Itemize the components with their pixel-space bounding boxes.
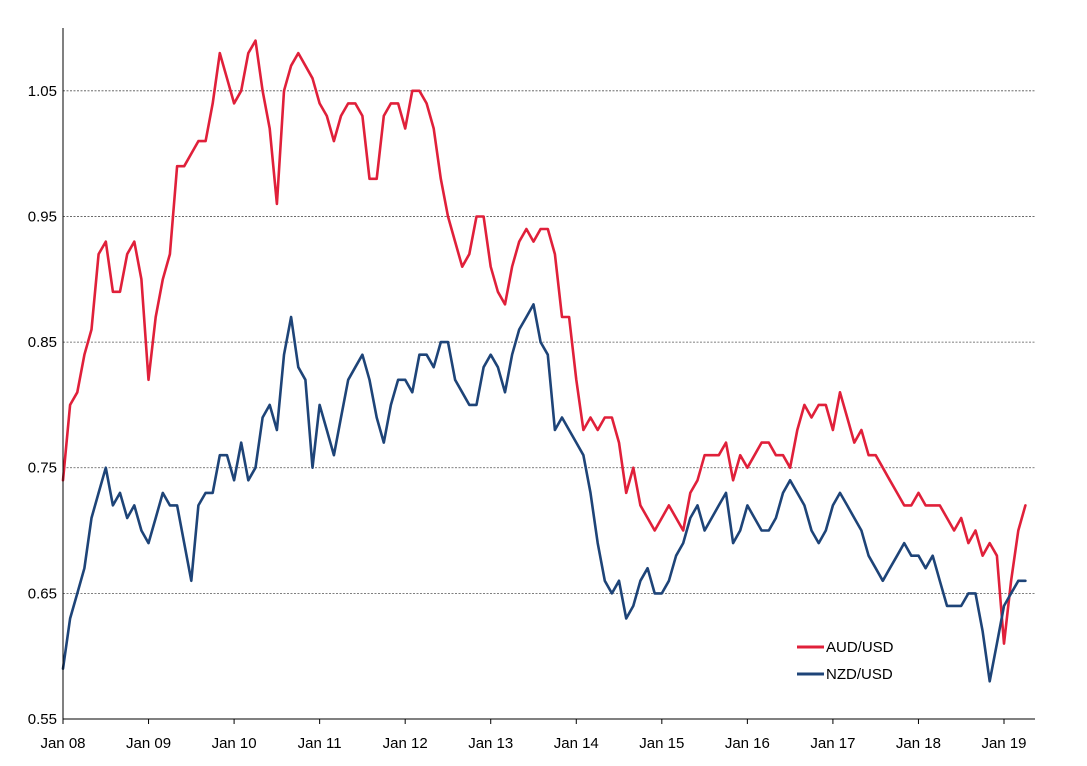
y-tick-label: 0.55 xyxy=(28,711,57,728)
y-tick-label: 0.75 xyxy=(28,460,57,477)
y-axis-ticks: 0.55 0.65 0.75 0.85 0.95 1.05 xyxy=(28,83,57,728)
legend: AUD/USD NZD/USD xyxy=(797,639,894,683)
series-layer xyxy=(61,39,1027,683)
y-tick-label: 1.05 xyxy=(28,83,57,100)
x-tick-label: Jan 08 xyxy=(40,735,85,752)
axes xyxy=(62,28,1035,720)
legend-label: AUD/USD xyxy=(826,639,894,656)
x-tick-label: Jan 18 xyxy=(896,735,941,752)
x-tick-label: Jan 19 xyxy=(981,735,1026,752)
x-tick-label: Jan 16 xyxy=(725,735,770,752)
x-tick-label: Jan 11 xyxy=(298,735,342,752)
y-tick-label: 0.85 xyxy=(28,334,57,351)
x-axis-ticks: Jan 08 Jan 09 Jan 10 Jan 11 Jan 12 Jan 13 Jan … xyxy=(40,719,1027,752)
x-tick-label: Jan 12 xyxy=(383,735,428,752)
x-tick-label: Jan 15 xyxy=(639,735,684,752)
y-tick-label: 0.65 xyxy=(28,585,57,602)
x-tick-label: Jan 14 xyxy=(554,735,599,752)
series-line-aud-usd xyxy=(61,39,1027,645)
y-tick-label: 0.95 xyxy=(28,208,57,225)
x-tick-label: Jan 09 xyxy=(126,735,171,752)
x-tick-label: Jan 10 xyxy=(212,735,257,752)
x-tick-label: Jan 17 xyxy=(810,735,855,752)
legend-label: NZD/USD xyxy=(826,666,893,683)
x-tick-label: Jan 13 xyxy=(468,735,513,752)
gridlines xyxy=(63,90,1035,594)
series-line-nzd-usd xyxy=(61,303,1027,683)
